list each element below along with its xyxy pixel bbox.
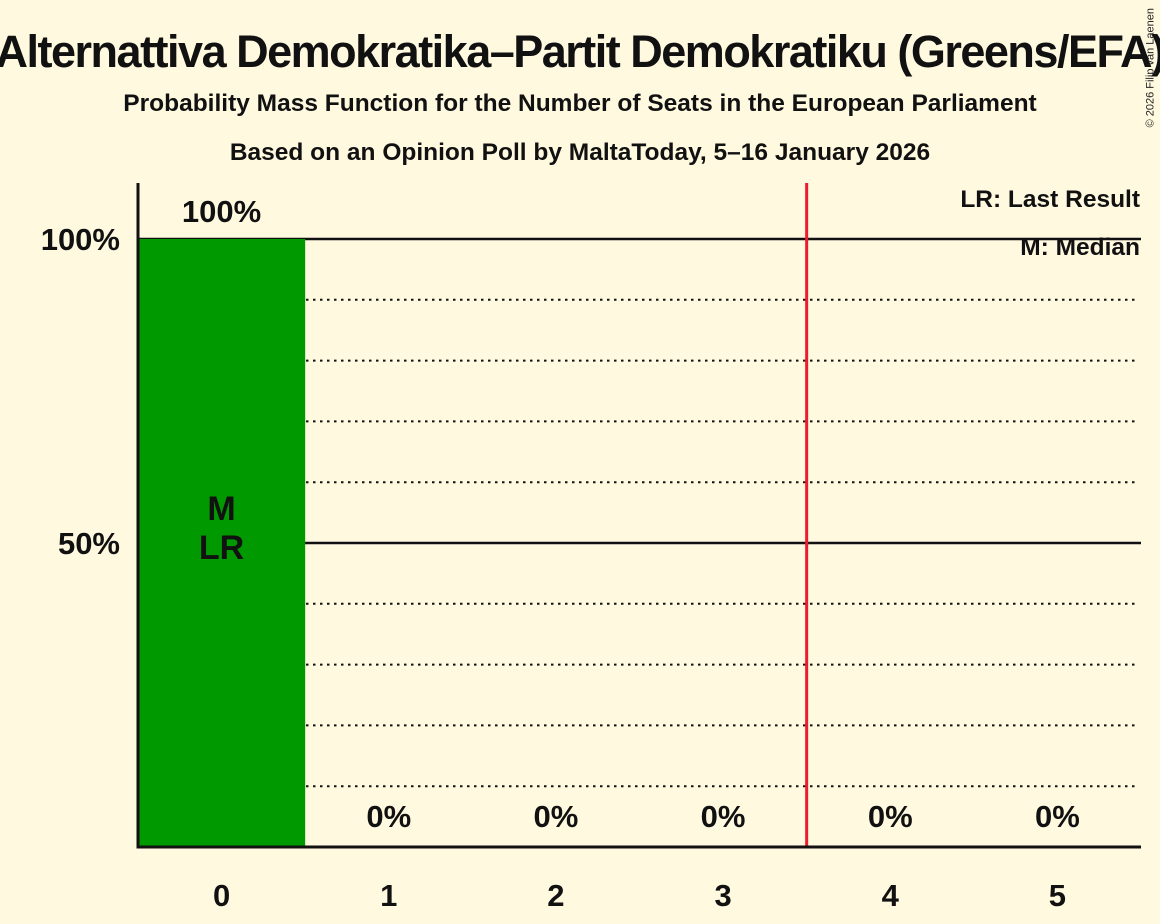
x-tick-label-5: 5 [1049,878,1066,913]
x-tick-label-0: 0 [213,878,230,913]
bar-value-label-2: 0% [534,799,579,834]
chart-subtitle: Probability Mass Function for the Number… [123,90,1037,117]
chart-title: Alternattiva Demokratika–Partit Demokrat… [0,26,1160,77]
poll-source-line: Based on an Opinion Poll by MaltaToday, … [229,139,931,166]
bar-annotation-m: M [207,490,235,528]
x-tick-label-2: 2 [547,878,564,913]
bar-value-label-1: 0% [366,799,411,834]
bar-seats-0 [138,239,306,847]
bar-value-label-5: 0% [1035,799,1080,834]
x-tick-label-4: 4 [882,878,900,913]
bar-annotation-lr: LR [199,529,244,567]
bar-value-label-3: 0% [701,799,746,834]
y-tick-label-50: 50% [58,526,120,561]
bar-value-label-4: 0% [868,799,913,834]
x-tick-label-1: 1 [380,878,397,913]
x-tick-label-3: 3 [714,878,731,913]
legend-last-result: LR: Last Result [960,186,1140,213]
bar-value-label-0: 100% [182,194,261,229]
y-tick-label-100: 100% [41,222,120,257]
